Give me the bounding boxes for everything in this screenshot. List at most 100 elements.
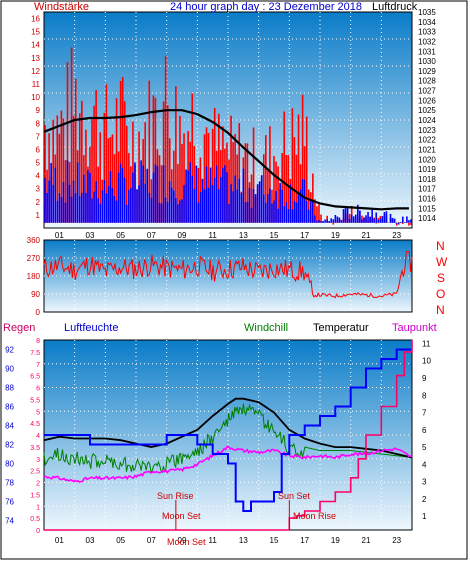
temperatur-tick-label: 7: [422, 409, 427, 418]
temperatur-tick-label: 3: [422, 478, 427, 487]
legend-luftfeuchte: Luftfeuchte: [64, 322, 118, 334]
luftdruck-tick-label: 1015: [418, 204, 436, 213]
panel1-x-tick-label: 11: [209, 231, 218, 240]
windstaerke-tick-label: 4: [36, 172, 41, 181]
luftdruck-tick-label: 1035: [418, 8, 436, 17]
windstaerke-tick-label: 13: [31, 54, 40, 63]
legend-taupunkt: Taupunkt: [392, 322, 437, 334]
regen-tick-label: 3.5: [30, 445, 40, 452]
temperatur-tick-label: 4: [422, 460, 427, 469]
luftdruck-tick-label: 1018: [418, 175, 436, 184]
panel3-x-tick-label: 17: [300, 536, 309, 545]
temperatur-tick-label: 8: [422, 391, 427, 400]
wind-direction-line-group: [43, 250, 413, 299]
regen-tick-label: 0: [36, 528, 40, 535]
panel3-x-tick-label: 21: [362, 536, 371, 545]
luftdruck-tick-label: 1030: [418, 57, 436, 66]
regen-tick-label: 7.5: [30, 350, 40, 357]
windstaerke-tick-label: 9: [36, 106, 41, 115]
regen-tick-label: 1: [36, 504, 40, 511]
panel3-x-tick-label: 15: [270, 536, 279, 545]
panel2-grid: [44, 240, 412, 312]
pressure-line-group: [43, 109, 409, 211]
luftdruck-tick-label: 1022: [418, 136, 436, 145]
temperatur-tick-label: 9: [422, 374, 427, 383]
panel1-x-tick-label: 17: [300, 231, 309, 240]
panel1-x-tick-label: 05: [116, 231, 125, 240]
windrichtung-tick-label: 90: [31, 290, 40, 299]
panel1-x-tick-label: 15: [270, 231, 279, 240]
luftdruck-tick-label: 1021: [418, 145, 436, 154]
regen-tick-label: 8: [36, 338, 40, 345]
regen-tick-label: 6.5: [30, 374, 40, 381]
luftdruck-tick-label: 1024: [418, 116, 436, 125]
luftdruck-tick-label: 1027: [418, 87, 436, 96]
panel1-x-tick-label: 13: [239, 231, 248, 240]
panel1-x-tick-label: 01: [55, 231, 64, 240]
panel3-x-tick-label: 19: [331, 536, 340, 545]
regen-tick-label: 1.5: [30, 492, 40, 499]
panel1-x-tick-label: 19: [331, 231, 340, 240]
windchill-line: [43, 403, 413, 475]
luftfeuchte-tick-label: 82: [5, 441, 14, 450]
luftfeuchte-tick-label: 76: [5, 498, 14, 507]
regen-tick-label: 6: [36, 386, 40, 393]
windstaerke-tick-label: 10: [31, 93, 40, 102]
compass-o: O: [436, 287, 445, 301]
panel3-x-tick-label: 05: [116, 536, 125, 545]
panel1-x-tick-label: 09: [178, 231, 187, 240]
windrichtung-line: [43, 250, 413, 299]
luftfeuchte-tick-label: 84: [5, 422, 14, 431]
sun-rise-label: Sun Rise: [157, 491, 194, 501]
luftfeuchte-tick-label: 78: [5, 479, 14, 488]
legend-windchill: Windchill: [244, 322, 288, 334]
luftdruck-tick-label: 1031: [418, 47, 436, 56]
temperatur-tick-label: 10: [422, 357, 431, 366]
panel3-x-tick-label: 07: [147, 536, 156, 545]
panel3-x-tick-label: 09: [178, 536, 187, 545]
luftfeuchte-tick-label: 88: [5, 384, 14, 393]
moon-rise-label: Moon Rise: [293, 511, 336, 521]
regen-tick-label: 5.5: [30, 397, 40, 404]
panel1-grid: [44, 12, 412, 228]
windrichtung-tick-label: 270: [27, 254, 41, 263]
luftfeuchte-tick-label: 90: [5, 365, 14, 374]
compass-n-top: N: [436, 239, 445, 253]
temperatur-tick-label: 2: [422, 495, 427, 504]
temperatur-tick-label: 6: [422, 426, 427, 435]
panel3-x-tick-label: 11: [209, 536, 218, 545]
panel3-x-tick-label: 23: [392, 536, 401, 545]
windstaerke-tick-label: 2: [36, 198, 41, 207]
regen-tick-label: 2.5: [30, 469, 40, 476]
luftdruck-tick-label: 1029: [418, 67, 436, 76]
windstaerke-tick-label: 16: [31, 15, 40, 24]
panel3-x-tick-label: 13: [239, 536, 248, 545]
sun-set-label: Sun Set: [278, 491, 311, 501]
wind-bars: [44, 47, 412, 226]
windrichtung-tick-label: 0: [36, 308, 41, 317]
temperatur-tick-label: 11: [422, 339, 431, 348]
luftdruck-tick-label: 1033: [418, 28, 436, 37]
luftdruck-tick-label: 1020: [418, 155, 436, 164]
windstaerke-tick-label: 14: [31, 41, 40, 50]
regen-tick-label: 0.5: [30, 516, 40, 523]
luftfeuchte-line: [44, 348, 412, 512]
panel1-x-tick-label: 23: [392, 231, 401, 240]
regen-line: [44, 340, 413, 531]
moon-set-bottom-label: Moon Set: [167, 537, 206, 547]
temperatur-tick-label: 1: [422, 512, 427, 521]
header-center: 24 hour graph day : 23 Dezember 2018: [170, 1, 362, 13]
windstaerke-tick-label: 7: [36, 132, 41, 141]
luftdruck-tick-label: 1017: [418, 185, 436, 194]
windrichtung-tick-label: 360: [27, 236, 41, 245]
luftdruck-tick-label: 1014: [418, 214, 436, 223]
temperatur-line: [43, 397, 413, 459]
header-left: Windstärke: [34, 1, 89, 13]
windstaerke-tick-label: 3: [36, 185, 41, 194]
luftdruck-tick-label: 1032: [418, 37, 436, 46]
temp-humidity-line-group: [43, 340, 413, 531]
panel3-x-tick-label: 01: [55, 536, 64, 545]
regen-tick-label: 4: [36, 433, 40, 440]
compass-w: W: [436, 255, 448, 269]
